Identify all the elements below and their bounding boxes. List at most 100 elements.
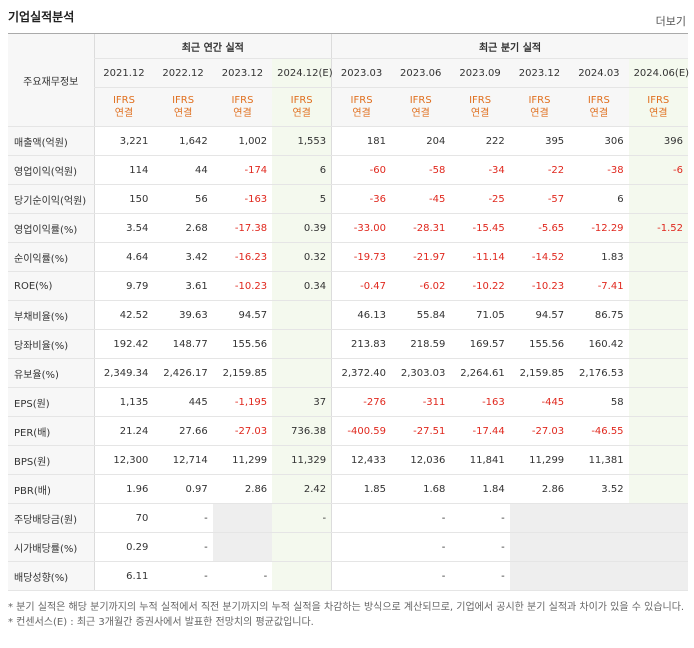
row-label: 영업이익(억원): [8, 155, 94, 185]
row-label: 매출액(억원): [8, 126, 94, 156]
data-row: 당좌비율(%) 192.42 148.77 155.56 213.83 218.59 169…: [8, 329, 688, 359]
value-cell: 3.52: [569, 474, 629, 504]
data-row: 부채비율(%) 42.52 39.63 94.57 46.13 55.84 71.05 94.…: [8, 300, 688, 330]
row-label: PER(배): [8, 416, 94, 446]
value-cell: 2,372.40: [331, 358, 391, 388]
value-cell: 395: [509, 126, 570, 156]
value-cell: 213.83: [331, 329, 391, 359]
empty-cell: [628, 416, 688, 446]
value-cell: -38: [569, 155, 629, 185]
value-cell: -19.73: [331, 242, 391, 272]
value-cell: -: [391, 561, 451, 591]
row-label: 주당배당금(원): [8, 503, 94, 533]
value-cell: 218.59: [391, 329, 451, 359]
row-label: 유보율(%): [8, 358, 94, 388]
data-row: 유보율(%) 2,349.34 2,426.17 2,159.85 2,372.40 2,…: [8, 358, 688, 388]
value-cell: 94.57: [509, 300, 570, 330]
value-cell: 155.56: [509, 329, 570, 359]
value-cell: 94.57: [212, 300, 273, 330]
value-cell: 1.96: [93, 474, 154, 504]
value-cell: -27.51: [391, 416, 451, 446]
value-cell: 2,159.85: [509, 358, 570, 388]
empty-cell: [628, 300, 688, 330]
value-cell: -17.44: [450, 416, 510, 446]
data-row: PER(배) 21.24 27.66 -27.03 736.38 -400.59 -27.5…: [8, 416, 688, 446]
value-cell: -400.59: [331, 416, 391, 446]
empty-cell: [628, 242, 688, 272]
value-cell: 56: [153, 184, 213, 214]
value-cell: -16.23: [212, 242, 273, 272]
value-cell: -445: [509, 387, 570, 417]
value-cell: 44: [153, 155, 213, 185]
value-cell: 42.52: [93, 300, 154, 330]
data-row: 주당배당금(원) 70- - - -: [8, 503, 688, 533]
value-cell: -58: [391, 155, 451, 185]
period-header: 2024.12(E): [272, 58, 333, 88]
empty-cell: [272, 329, 332, 359]
value-cell: 71.05: [450, 300, 510, 330]
standard-header: IFRS 연결: [509, 87, 570, 127]
value-cell: 1,642: [153, 126, 213, 156]
value-cell: -: [450, 503, 510, 533]
data-row: ROE(%) 9.79 3.61 -10.23 0.34 -0.47 -6.02 -10.22…: [8, 271, 688, 301]
row-label: 순이익률(%): [8, 242, 94, 272]
value-cell: 0.32: [272, 242, 332, 272]
standard-header: IFRS 연결: [153, 87, 213, 127]
value-cell: 181: [331, 126, 391, 156]
empty-cell: [628, 271, 688, 301]
value-cell: 3,221: [93, 126, 154, 156]
value-cell: 9.79: [93, 271, 154, 301]
empty-cell: [272, 561, 332, 591]
empty-cell: [272, 358, 332, 388]
period-header: 2021.12: [93, 58, 154, 88]
row-label: ROE(%): [8, 271, 94, 301]
empty-cell: [628, 474, 688, 504]
value-cell: 11,299: [509, 445, 570, 475]
value-cell: 70: [93, 503, 154, 533]
row-label: BPS(원): [8, 445, 94, 475]
value-cell: -: [153, 503, 213, 533]
value-cell: 6: [272, 155, 332, 185]
row-label: 시가배당률(%): [8, 532, 94, 562]
period-header: 2023.03: [331, 58, 391, 88]
empty-cell: [331, 503, 391, 533]
value-cell: 1,002: [212, 126, 273, 156]
value-cell: -311: [391, 387, 451, 417]
more-link[interactable]: 더보기: [655, 15, 686, 28]
empty-cell: [272, 532, 332, 562]
value-cell: 0.39: [272, 213, 332, 243]
value-cell: -15.45: [450, 213, 510, 243]
value-cell: 2,176.53: [569, 358, 629, 388]
empty-cell: [628, 358, 688, 388]
row-label: 당기순이익(억원): [8, 184, 94, 214]
empty-cell: [569, 503, 629, 533]
value-cell: 2,426.17: [153, 358, 213, 388]
value-cell: 2.86: [509, 474, 570, 504]
row-label: EPS(원): [8, 387, 94, 417]
empty-cell: [628, 532, 688, 562]
empty-cell: [509, 561, 570, 591]
row-label: 부채비율(%): [8, 300, 94, 330]
empty-cell: [569, 561, 629, 591]
value-cell: 0.29: [93, 532, 154, 562]
value-cell: -1.52: [628, 213, 688, 243]
row-label: 영업이익률(%): [8, 213, 94, 243]
value-cell: 12,300: [93, 445, 154, 475]
value-cell: -: [391, 532, 451, 562]
value-cell: -0.47: [331, 271, 391, 301]
value-cell: 3.61: [153, 271, 213, 301]
value-cell: 21.24: [93, 416, 154, 446]
value-cell: -10.23: [509, 271, 570, 301]
value-cell: 11,841: [450, 445, 510, 475]
data-row: 당기순이익(억원) 150 56 -163 5 -36 -45 -25 -57 6: [8, 184, 688, 214]
period-header: 2023.12: [212, 58, 273, 88]
standard-header: IFRS 연결: [212, 87, 273, 127]
value-cell: -14.52: [509, 242, 570, 272]
value-cell: 169.57: [450, 329, 510, 359]
value-cell: 736.38: [272, 416, 332, 446]
empty-cell: [628, 445, 688, 475]
value-cell: -33.00: [331, 213, 391, 243]
empty-cell: [509, 503, 570, 533]
value-cell: 12,714: [153, 445, 213, 475]
